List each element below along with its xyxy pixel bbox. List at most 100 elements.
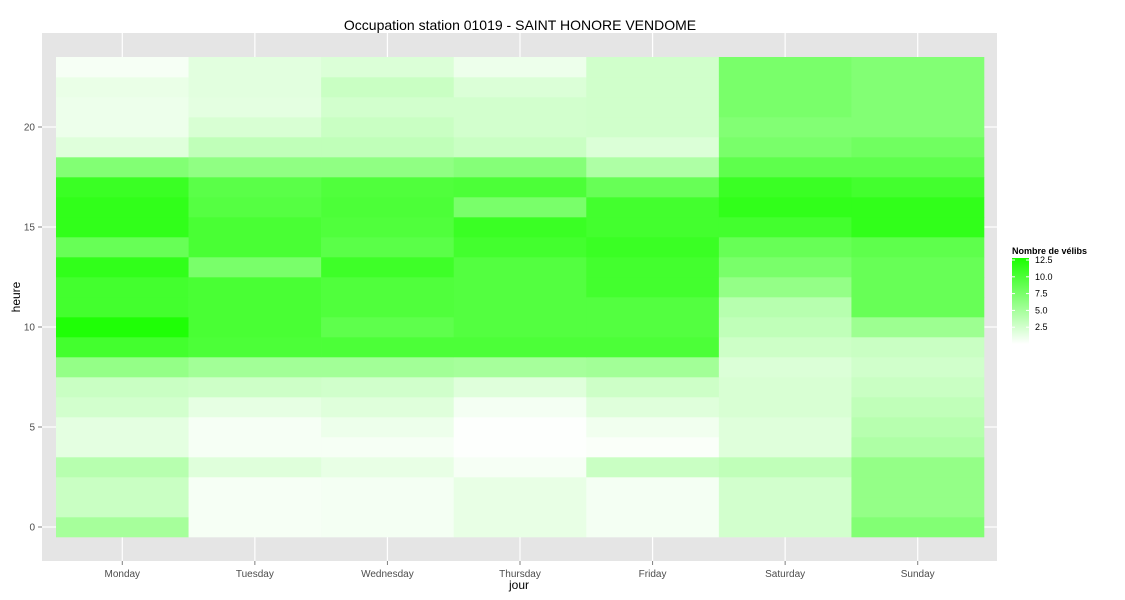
heatmap-cell [56, 457, 189, 478]
heatmap-tiles [56, 57, 985, 538]
heatmap-cell [56, 317, 189, 338]
heatmap-cell [851, 177, 985, 198]
y-tick-label: 5 [29, 423, 35, 434]
heatmap-cell [453, 297, 587, 318]
heatmap-cell [453, 477, 587, 498]
heatmap-cell [586, 337, 720, 358]
x-tick-label: Friday [639, 569, 667, 580]
heatmap-cell [851, 277, 985, 298]
heatmap-cell [453, 397, 587, 418]
heatmap-cell [321, 517, 455, 538]
heatmap-cell [586, 117, 720, 138]
heatmap-cell [321, 357, 455, 378]
heatmap-cell [586, 277, 720, 298]
heatmap-cell [56, 97, 189, 118]
heatmap-cell [851, 217, 985, 238]
heatmap-cell [188, 357, 322, 378]
heatmap-cell [56, 437, 189, 458]
heatmap-cell [586, 237, 720, 258]
heatmap-cell [321, 297, 455, 318]
heatmap-cell [851, 477, 985, 498]
heatmap-cell [718, 217, 852, 238]
heatmap-cell [718, 397, 852, 418]
legend: Nombre de vélibs 12.5 10.0 7.5 5.0 2.5 [1012, 246, 1087, 344]
heatmap-cell [586, 457, 720, 478]
heatmap-cell [718, 117, 852, 138]
heatmap-cell [453, 417, 587, 438]
heatmap-cell [718, 237, 852, 258]
heatmap-cell [321, 57, 455, 78]
legend-label: 5.0 [1035, 305, 1048, 315]
y-axis: 0 5 10 15 20 [24, 123, 42, 534]
heatmap-cell [321, 117, 455, 138]
heatmap-cell [321, 157, 455, 178]
heatmap-cell [321, 497, 455, 518]
heatmap-cell [718, 177, 852, 198]
heatmap-cell [56, 297, 189, 318]
heatmap-cell [321, 477, 455, 498]
heatmap-cell [56, 397, 189, 418]
heatmap-cell [718, 497, 852, 518]
heatmap-cell [851, 197, 985, 218]
heatmap-cell [56, 177, 189, 198]
heatmap-cell [188, 317, 322, 338]
heatmap-cell [851, 97, 985, 118]
heatmap-cell [453, 497, 587, 518]
heatmap-cell [321, 397, 455, 418]
heatmap-cell [321, 97, 455, 118]
legend-label: 10.0 [1035, 272, 1053, 282]
heatmap-cell [586, 197, 720, 218]
x-tick-label: Thursday [499, 569, 541, 580]
heatmap-cell [851, 317, 985, 338]
heatmap-cell [586, 57, 720, 78]
heatmap-cell [718, 317, 852, 338]
x-tick-label: Saturday [765, 569, 805, 580]
heatmap-cell [453, 137, 587, 158]
heatmap-cell [718, 437, 852, 458]
heatmap-cell [851, 457, 985, 478]
heatmap-cell [321, 417, 455, 438]
heatmap-cell [718, 257, 852, 278]
heatmap-cell [718, 417, 852, 438]
heatmap-cell [851, 377, 985, 398]
heatmap-cell [453, 337, 587, 358]
heatmap-cell [188, 497, 322, 518]
heatmap-cell [56, 417, 189, 438]
legend-label: 7.5 [1035, 289, 1048, 299]
heatmap-cell [321, 317, 455, 338]
heatmap-cell [56, 197, 189, 218]
heatmap-cell [586, 97, 720, 118]
heatmap-cell [188, 377, 322, 398]
heatmap-cell [56, 377, 189, 398]
heatmap-cell [586, 497, 720, 518]
heatmap-cell [851, 157, 985, 178]
heatmap-cell [188, 177, 322, 198]
heatmap-cell [56, 357, 189, 378]
heatmap-cell [851, 517, 985, 538]
heatmap-cell [453, 437, 587, 458]
heatmap-cell [851, 257, 985, 278]
heatmap-cell [586, 257, 720, 278]
heatmap-cell [321, 217, 455, 238]
heatmap-cell [718, 517, 852, 538]
heatmap-cell [188, 477, 322, 498]
x-tick-label: Sunday [901, 569, 935, 580]
heatmap-cell [56, 477, 189, 498]
x-tick-label: Wednesday [361, 569, 414, 580]
heatmap-cell [56, 337, 189, 358]
heatmap-cell [56, 77, 189, 98]
heatmap-cell [718, 277, 852, 298]
y-tick-label: 15 [24, 223, 36, 234]
heatmap-cell [851, 117, 985, 138]
x-axis: Monday Tuesday Wednesday Thursday Friday Satu… [104, 561, 935, 580]
heatmap-cell [188, 97, 322, 118]
heatmap-cell [453, 377, 587, 398]
heatmap-cell [56, 57, 189, 78]
heatmap-cell [321, 77, 455, 98]
heatmap-cell [851, 397, 985, 418]
heatmap-cell [718, 477, 852, 498]
heatmap-cell [718, 157, 852, 178]
heatmap-cell [586, 417, 720, 438]
heatmap-cell [851, 297, 985, 318]
